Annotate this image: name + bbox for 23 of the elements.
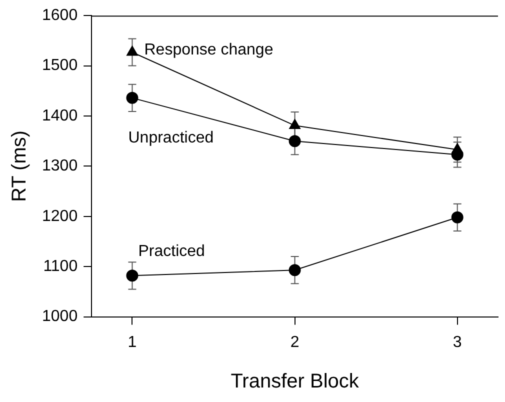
y-tick-label: 1600 [42,7,78,24]
point [126,270,138,282]
y-tick-label: 1500 [42,57,78,74]
point [451,211,464,224]
point [288,135,301,148]
x-axis-title: Transfer Block [230,370,360,393]
x-tick-label: 1 [128,334,137,351]
point [289,119,300,130]
series-label: Practiced [138,243,205,260]
y-tick-label: 1400 [42,107,78,124]
point [126,46,138,56]
point [452,143,464,154]
y-tick-label: 1300 [42,158,78,175]
point [126,92,138,104]
y-axis-title: RT (ms) [8,130,31,202]
series-label: Response change [144,42,274,59]
y-tick-label: 1000 [42,308,78,326]
x-tick-label: 3 [452,334,462,351]
series-label: Unpracticed [128,129,214,146]
y-tick-label: 1200 [42,208,78,225]
y-tick-label: 1100 [43,258,78,276]
point [288,264,301,276]
x-tick-label: 2 [290,334,300,351]
